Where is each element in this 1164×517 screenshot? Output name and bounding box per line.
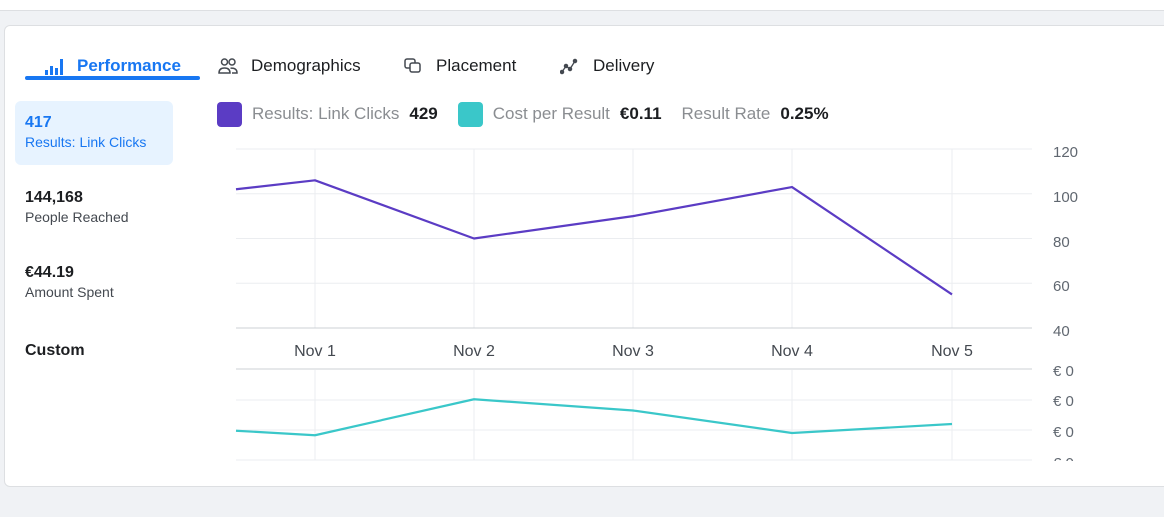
legend-results-label: Results: Link Clicks: [252, 104, 400, 123]
chart-series: [235, 179, 953, 437]
metric-label: People Reached: [25, 209, 129, 225]
placement-icon: [402, 55, 424, 77]
x-tick-label: Nov 1: [294, 343, 336, 360]
metric-value: 144,168: [25, 189, 83, 206]
axis-labels: 120 100 80 60 40 Nov 1 Nov 2 Nov 3 Nov 4 Nov 5 € 0…: [294, 144, 1078, 461]
tab-label: Placement: [436, 56, 517, 75]
active-tab-indicator: [25, 76, 200, 80]
tab-delivery[interactable]: Delivery: [559, 54, 654, 78]
y-tick-label: € 0: [1053, 455, 1074, 461]
y-tick-label: 40: [1053, 323, 1070, 340]
cost-swatch[interactable]: [457, 101, 483, 127]
top-strip: [0, 0, 1164, 11]
grid-lines: [236, 148, 1032, 461]
tab-label: Delivery: [593, 56, 655, 75]
x-tick-label: Nov 4: [771, 343, 813, 360]
tab-performance[interactable]: Performance: [43, 54, 181, 78]
x-tick-label: Nov 3: [612, 343, 654, 360]
tab-label: Performance: [77, 56, 181, 75]
people-icon: [217, 55, 239, 77]
metric-link-clicks[interactable]: 417 Results: Link Clicks: [15, 101, 173, 165]
y-tick-label: € 0: [1053, 424, 1074, 441]
metric-amount-spent[interactable]: €44.19 Amount Spent: [15, 263, 173, 301]
y-tick-label: 60: [1053, 278, 1070, 295]
cost-series-line: [235, 398, 953, 437]
results-series-line: [235, 179, 953, 296]
results-swatch[interactable]: [217, 101, 242, 127]
metric-value: €44.19: [25, 264, 74, 281]
metric-people-reached[interactable]: 144,168 People Reached: [15, 188, 173, 226]
tab-placement[interactable]: Placement: [402, 54, 516, 78]
y-tick-label: 80: [1053, 234, 1070, 251]
legend-rate-value: 0.25%: [780, 104, 829, 123]
metric-custom[interactable]: Custom: [25, 342, 85, 359]
bar-chart-icon: [43, 55, 65, 77]
insights-card: Performance Demographics Placement: [4, 25, 1164, 487]
metric-label: Amount Spent: [25, 284, 114, 300]
legend-cost-label: Cost per Result: [492, 104, 610, 123]
delivery-icon: [559, 55, 581, 77]
y-tick-label: € 0: [1053, 393, 1074, 410]
metric-value: 417: [25, 114, 52, 131]
y-tick-label: € 0: [1053, 363, 1074, 380]
axis-lines: [236, 327, 1032, 370]
x-tick-label: Nov 5: [931, 343, 973, 360]
tab-demographics[interactable]: Demographics: [217, 54, 361, 78]
x-tick-label: Nov 2: [453, 343, 495, 360]
tab-label: Demographics: [251, 56, 361, 75]
y-tick-label: 100: [1053, 189, 1078, 206]
y-tick-label: 120: [1053, 144, 1078, 161]
chart-legend: Results: Link Clicks 429 Cost per Result…: [217, 101, 829, 127]
metric-label: Results: Link Clicks: [25, 134, 147, 150]
legend-rate-label: Result Rate: [681, 104, 771, 123]
performance-chart: 120 100 80 60 40 Nov 1 Nov 2 Nov 3 Nov 4 Nov 5 € 0…: [235, 144, 1078, 461]
legend-results-value: 429: [409, 104, 438, 123]
legend-cost-value: €0.11: [619, 104, 662, 123]
